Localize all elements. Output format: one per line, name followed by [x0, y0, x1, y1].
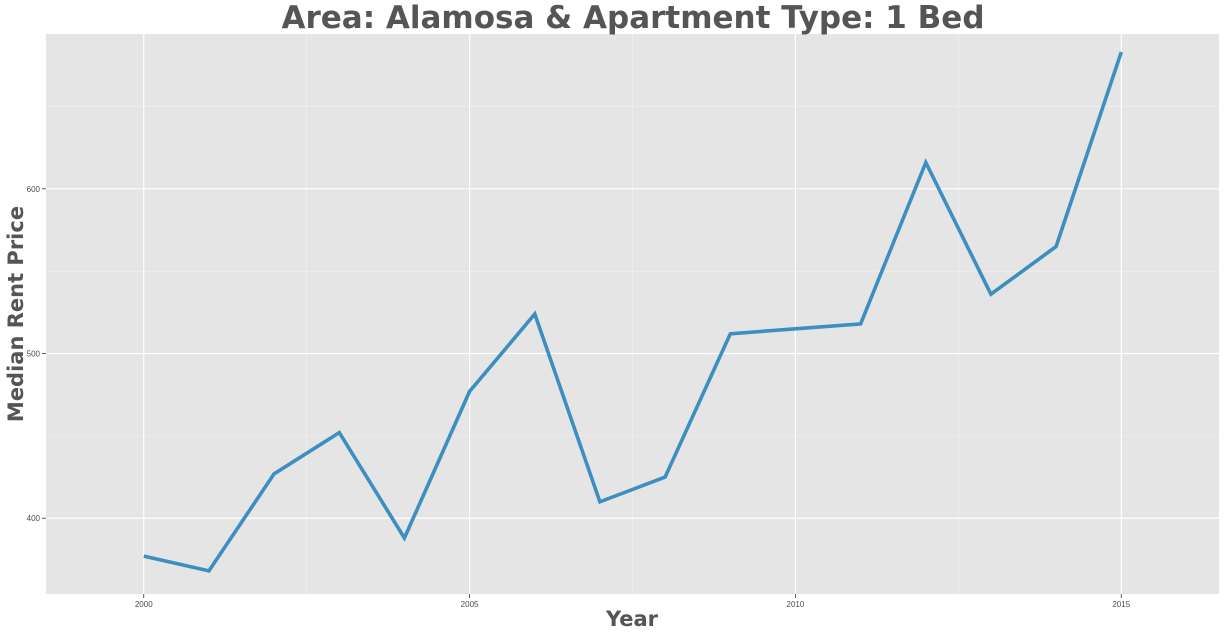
y-tick-label: 500 — [27, 350, 41, 359]
series-line — [143, 51, 1124, 573]
x-tick-label: 2005 — [461, 600, 479, 609]
x-tick-label: 2000 — [135, 600, 153, 609]
chart-title: Area: Alamosa & Apartment Type: 1 Bed — [281, 0, 984, 36]
y-tick-label: 600 — [27, 185, 41, 194]
series-layer — [143, 51, 1124, 573]
x-tick-label: 2015 — [1112, 600, 1130, 609]
minor-gridlines — [46, 34, 1219, 594]
x-axis-ticks: 2000 2005 2010 2015 — [135, 594, 1131, 609]
y-axis-title: Median Rent Price — [4, 206, 28, 422]
x-tick-label: 2010 — [787, 600, 805, 609]
major-gridlines — [46, 34, 1219, 594]
y-tick-label: 400 — [27, 514, 41, 523]
y-axis-ticks: 400 500 600 — [27, 185, 46, 523]
x-axis-title: Year — [605, 607, 659, 631]
